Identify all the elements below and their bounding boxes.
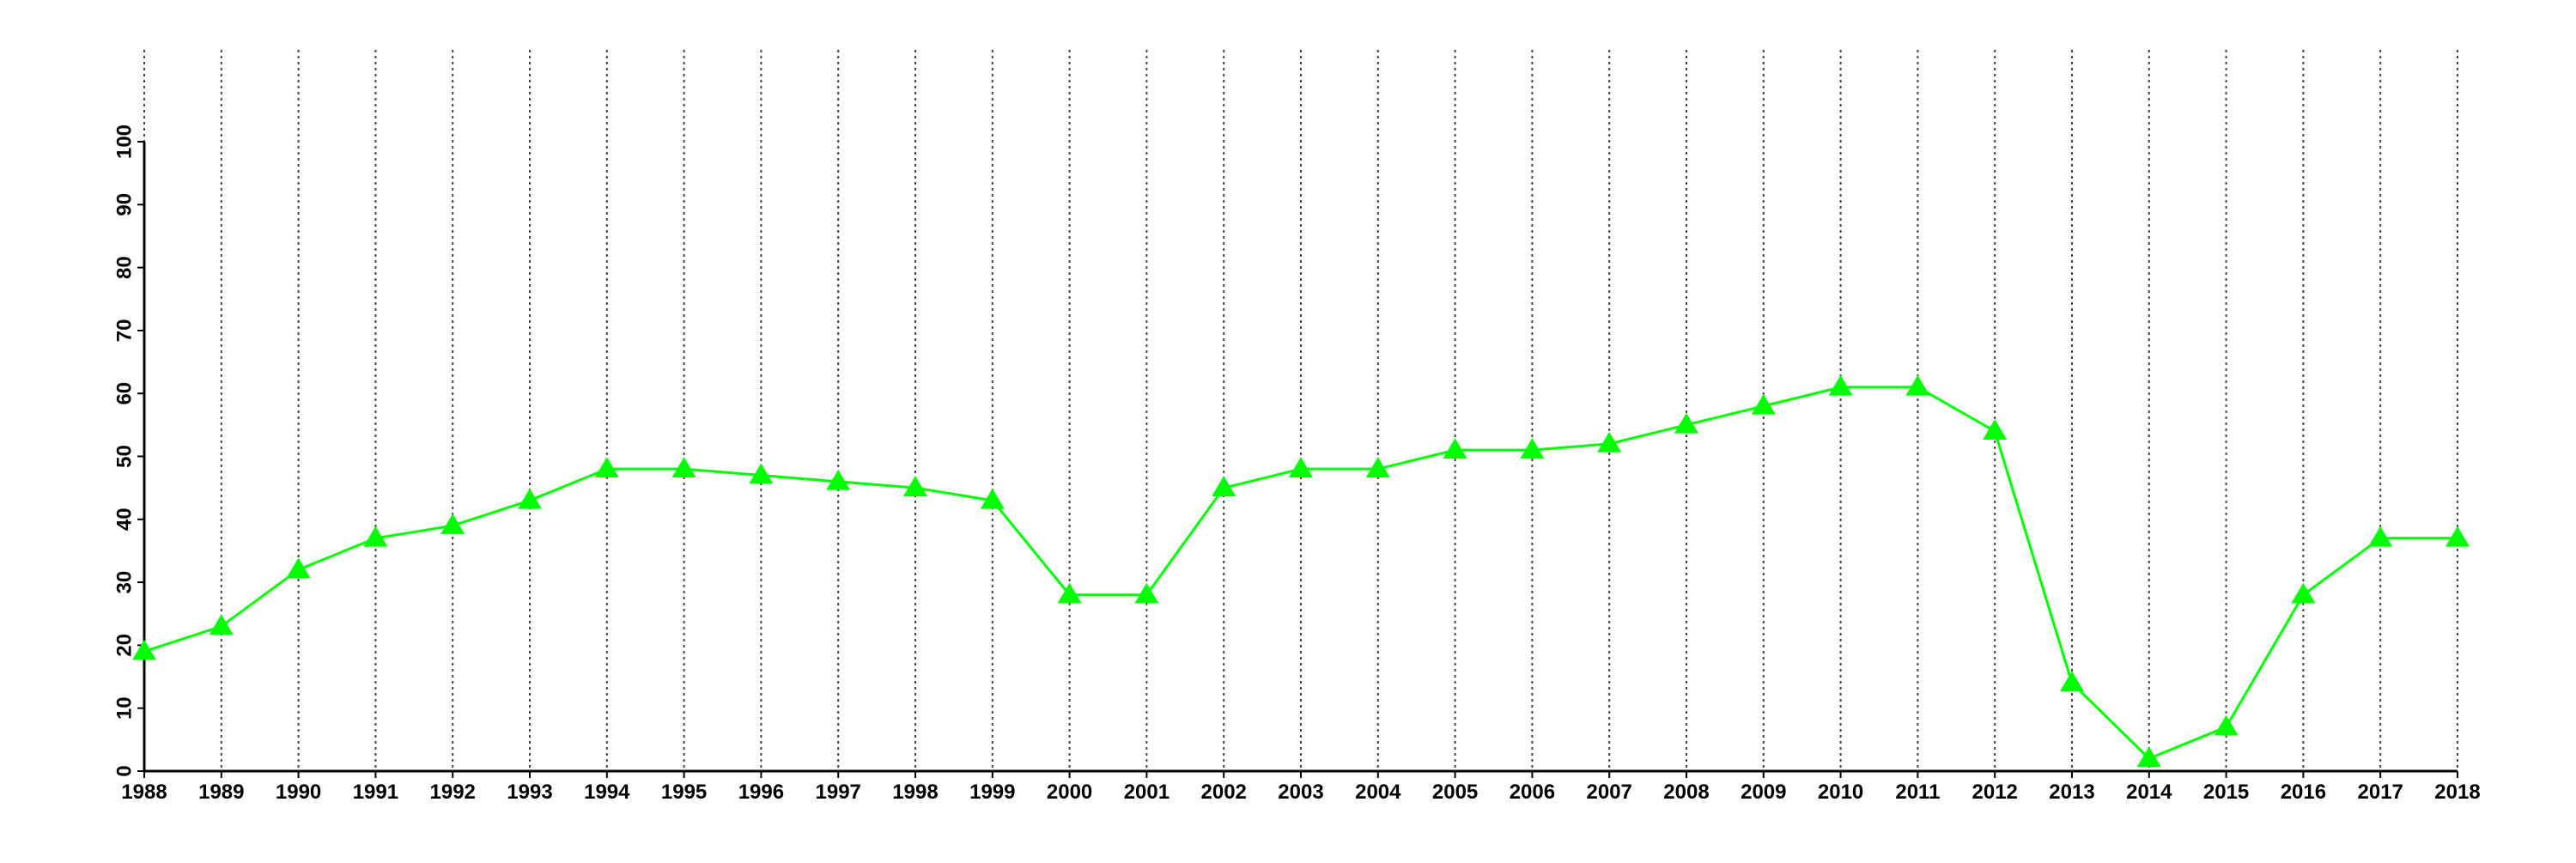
- data-point: [363, 526, 388, 547]
- data-point: [1983, 419, 2008, 440]
- data-point: [2214, 714, 2239, 736]
- y-tick-label: 100: [112, 125, 136, 159]
- y-tick-label: 20: [112, 634, 136, 657]
- data-point: [2136, 746, 2161, 768]
- x-tick-label: 1989: [198, 781, 244, 804]
- x-tick-label: 2007: [1587, 781, 1632, 804]
- data-point: [1443, 438, 1467, 459]
- x-tick-label: 1996: [738, 781, 784, 804]
- data-point: [1751, 393, 1776, 415]
- data-point: [826, 469, 851, 490]
- x-tick-label: 2018: [2434, 781, 2480, 804]
- data-point: [2445, 526, 2470, 547]
- y-tick-label: 30: [112, 571, 136, 594]
- data-point: [671, 457, 696, 477]
- x-tick-label: 2013: [2049, 781, 2094, 804]
- x-tick-label: 2000: [1047, 781, 1092, 804]
- data-point: [903, 476, 927, 496]
- x-tick-label: 2012: [1972, 781, 2018, 804]
- x-tick-label: 2017: [2358, 781, 2403, 804]
- data-point: [980, 488, 1005, 509]
- x-tick-label: 1995: [661, 781, 707, 804]
- x-tick-label: 1997: [816, 781, 861, 804]
- x-tick-label: 1994: [584, 781, 630, 804]
- x-tick-label: 1993: [507, 781, 552, 804]
- x-tick-label: 1988: [121, 781, 167, 804]
- data-point: [1134, 582, 1159, 604]
- x-tick-label: 2003: [1278, 781, 1323, 804]
- x-tick-label: 2004: [1355, 781, 1401, 804]
- x-tick-label: 2016: [2281, 781, 2326, 804]
- y-tick-label: 40: [112, 507, 136, 531]
- x-tick-label: 2014: [2126, 781, 2172, 804]
- x-tick-label: 2009: [1741, 781, 1786, 804]
- data-point: [594, 457, 619, 477]
- x-tick-label: 2008: [1663, 781, 1709, 804]
- y-tick-label: 80: [112, 256, 136, 279]
- x-tick-label: 1998: [892, 781, 938, 804]
- x-tick-label: 2011: [1895, 781, 1940, 804]
- y-tick-label: 90: [112, 193, 136, 216]
- data-point: [440, 514, 465, 534]
- data-point: [1212, 476, 1236, 496]
- data-point: [132, 639, 156, 660]
- data-point: [209, 614, 234, 635]
- x-tick-label: 2002: [1201, 781, 1247, 804]
- x-tick-label: 2006: [1510, 781, 1555, 804]
- x-tick-label: 1990: [276, 781, 321, 804]
- x-tick-label: 2010: [1818, 781, 1863, 804]
- y-tick-label: 60: [112, 382, 136, 405]
- y-tick-label: 70: [112, 319, 136, 343]
- x-tick-label: 2015: [2203, 781, 2249, 804]
- data-point: [1674, 412, 1698, 434]
- x-tick-label: 2005: [1432, 781, 1478, 804]
- data-point: [1905, 374, 1930, 396]
- y-tick-label: 10: [112, 696, 136, 720]
- data-point: [1289, 457, 1313, 477]
- data-point: [1365, 457, 1390, 477]
- data-point: [2368, 526, 2393, 547]
- x-tick-label: 2001: [1124, 781, 1170, 804]
- data-point: [1597, 431, 1622, 453]
- data-point: [2291, 582, 2316, 604]
- x-tick-label: 1991: [353, 781, 398, 804]
- data-point: [2060, 671, 2084, 692]
- data-point: [749, 463, 774, 484]
- data-point: [1828, 374, 1853, 396]
- data-point: [1057, 582, 1082, 604]
- y-tick-label: 50: [112, 445, 136, 468]
- data-point: [1520, 438, 1545, 459]
- y-tick-label: 0: [112, 765, 136, 776]
- x-tick-label: 1992: [430, 781, 476, 804]
- x-tick-label: 1999: [969, 781, 1015, 804]
- data-point: [518, 488, 542, 509]
- data-point: [286, 557, 311, 579]
